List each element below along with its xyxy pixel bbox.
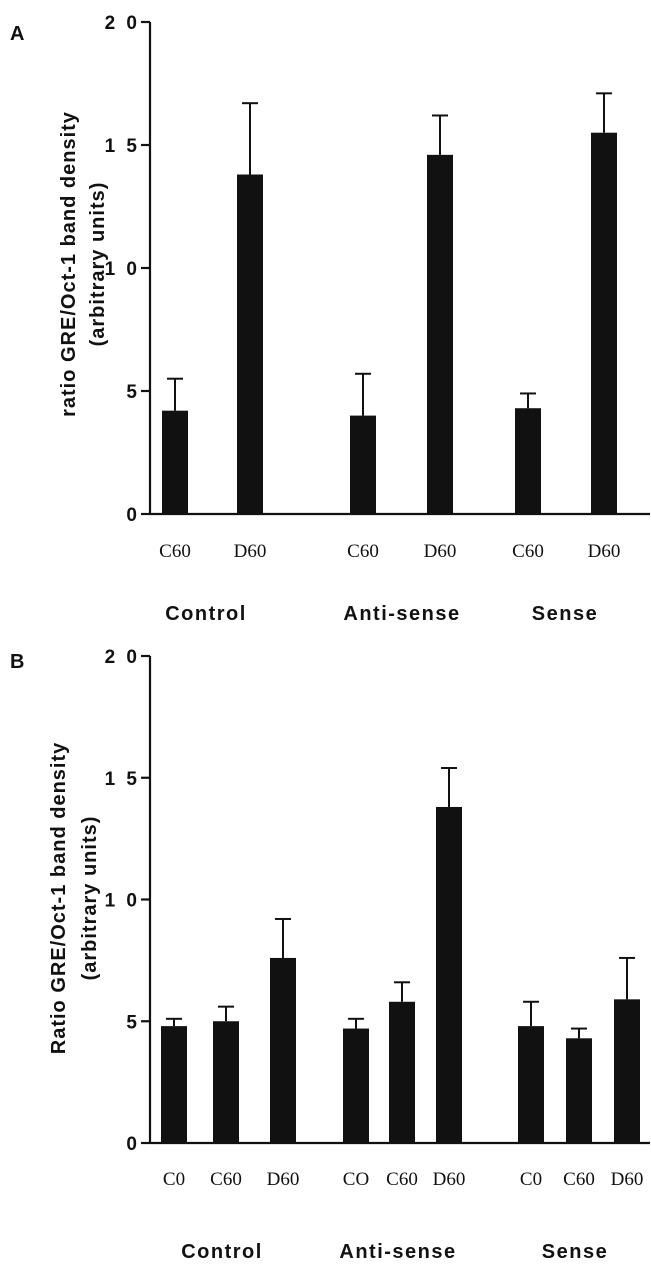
panel-a-x-tick-label-2: D60: [234, 541, 267, 562]
panel-a-y-tick-label: 0: [126, 505, 140, 526]
panel-b-y-tick-label: 2 0: [105, 647, 140, 668]
panel-a-x-tick-label-5: C60: [512, 541, 544, 562]
panel-b-x-tick-label-3: D60: [267, 1169, 300, 1190]
panel-b-bar-5: [389, 1001, 415, 1143]
panel-a-y-tick-label: 5: [126, 382, 140, 403]
panel-a-label: A: [10, 23, 24, 45]
panel-b-y-axis-label-line-1: Ratio GRE/Oct-1 band density: [48, 742, 70, 1054]
panel-a-x-tick-label-6: D60: [588, 541, 621, 562]
panel-b-bar-3: [270, 957, 296, 1143]
panel-b-x-tick-label-6: D60: [433, 1169, 466, 1190]
panel-a-group-label-1: Control: [165, 603, 247, 625]
panel-b-chart: B Ratio GRE/Oct-1 band density (arbitrary …: [10, 647, 650, 1263]
panel-b-x-tick-label-1: C0: [163, 1169, 185, 1190]
panel-b-group-label-3: Sense: [542, 1241, 608, 1263]
panel-a-bar-2: [237, 174, 263, 514]
panel-a-y-tick-label: 1 0: [105, 259, 140, 280]
panel-b-x-tick-label-8: C60: [563, 1169, 595, 1190]
panel-b-bar-1: [161, 1026, 187, 1143]
panel-a-bar-1: [162, 410, 188, 514]
panel-b-bar-4: [343, 1028, 369, 1143]
panel-b-group-label-1: Control: [181, 1241, 263, 1263]
panel-b-y-axis-label-line-2: (arbitrary units): [79, 816, 101, 981]
panel-a-y-tick-label: 1 5: [105, 136, 140, 157]
panel-b-y-tick-label: 1 5: [105, 769, 140, 790]
panel-a-x-tick-label-3: C60: [347, 541, 379, 562]
panel-b-x-tick-label-9: D60: [611, 1169, 644, 1190]
panel-a-y-axis-label-line-1: ratio GRE/Oct-1 band density: [58, 111, 80, 417]
panel-a-group-label-2: Anti-sense: [343, 603, 460, 625]
panel-a-bar-6: [591, 132, 617, 514]
panel-a-x-tick-label-4: D60: [424, 541, 457, 562]
panel-b-y-tick-label: 5: [126, 1012, 140, 1033]
panel-b-x-tick-label-5: C60: [386, 1169, 418, 1190]
panel-a-bar-3: [350, 415, 376, 514]
panel-b-y-tick-label: 0: [126, 1134, 140, 1155]
panel-b-label: B: [10, 651, 24, 673]
panel-b-bar-8: [566, 1038, 592, 1143]
panel-b-bar-6: [436, 806, 462, 1143]
panel-b-y-tick-label: 1 0: [105, 891, 140, 912]
panel-a-bar-4: [427, 154, 453, 514]
panel-b-bar-2: [213, 1021, 239, 1143]
panel-a-y-tick-label: 2 0: [105, 13, 140, 34]
panel-b-group-label-2: Anti-sense: [339, 1241, 456, 1263]
panel-a-y-axis-label-line-2: (arbitrary units): [87, 182, 109, 347]
panel-b-bar-7: [518, 1026, 544, 1143]
panel-b-x-tick-label-4: CO: [343, 1169, 369, 1190]
panel-a-group-label-3: Sense: [532, 603, 598, 625]
panel-b-x-tick-label-2: C60: [210, 1169, 242, 1190]
panel-a-x-tick-label-1: C60: [159, 541, 191, 562]
panel-a-bar-5: [515, 408, 541, 514]
panel-b-x-tick-label-7: C0: [520, 1169, 542, 1190]
panel-b-bar-9: [614, 999, 640, 1143]
